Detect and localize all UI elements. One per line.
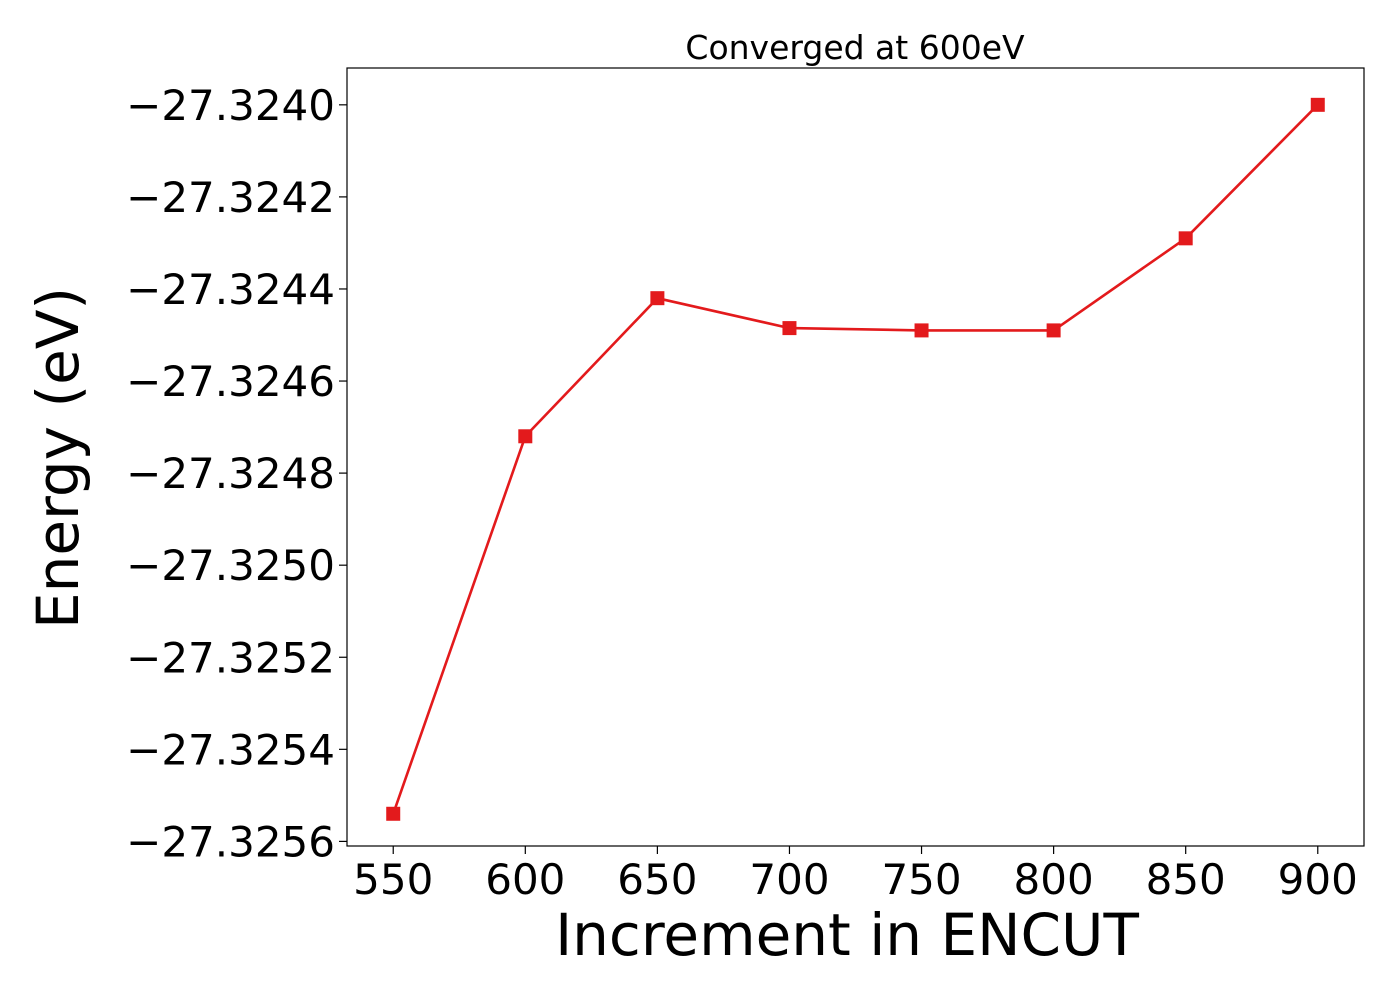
y-tick-label: −27.3248 xyxy=(126,449,335,498)
data-point-marker xyxy=(1178,231,1193,246)
y-tick-label: −27.3242 xyxy=(126,173,335,222)
y-tick-label: −27.3254 xyxy=(126,725,335,774)
x-tick-label: 700 xyxy=(749,855,829,904)
x-tick-label: 600 xyxy=(485,855,565,904)
series-layer xyxy=(386,97,1325,821)
data-point-marker xyxy=(914,323,929,338)
data-point-marker xyxy=(782,321,797,336)
data-point-marker xyxy=(1310,97,1325,112)
data-point-marker xyxy=(386,806,401,821)
y-axis-ticks: −27.3256 −27.3254 −27.3252 −27.3250 −27.3248… xyxy=(126,81,347,866)
y-tick-label: −27.3244 xyxy=(126,265,335,314)
y-axis-title: Energy (eV) xyxy=(24,287,92,629)
y-tick-label: −27.3246 xyxy=(126,357,335,406)
x-tick-label: 900 xyxy=(1278,855,1358,904)
plot-area-frame xyxy=(346,67,1365,847)
x-tick-label: 550 xyxy=(353,855,433,904)
y-tick-label: −27.3252 xyxy=(126,633,335,682)
series-line xyxy=(392,103,1319,815)
data-point-marker xyxy=(518,429,533,444)
x-axis-title: Increment in ENCUT xyxy=(555,901,1139,969)
x-tick-label: 850 xyxy=(1146,855,1226,904)
y-tick-label: −27.3250 xyxy=(126,541,335,590)
x-axis-ticks: 550 600 650 700 750 800 850 900 xyxy=(353,846,1358,904)
y-tick-label: −27.3256 xyxy=(126,817,335,866)
data-point-marker xyxy=(650,291,665,306)
chart-title: Converged at 600eV xyxy=(685,28,1025,67)
x-tick-label: 800 xyxy=(1014,855,1094,904)
data-point-marker xyxy=(1046,323,1061,338)
x-tick-label: 650 xyxy=(617,855,697,904)
y-tick-label: −27.3240 xyxy=(126,81,335,130)
x-tick-label: 750 xyxy=(881,855,961,904)
